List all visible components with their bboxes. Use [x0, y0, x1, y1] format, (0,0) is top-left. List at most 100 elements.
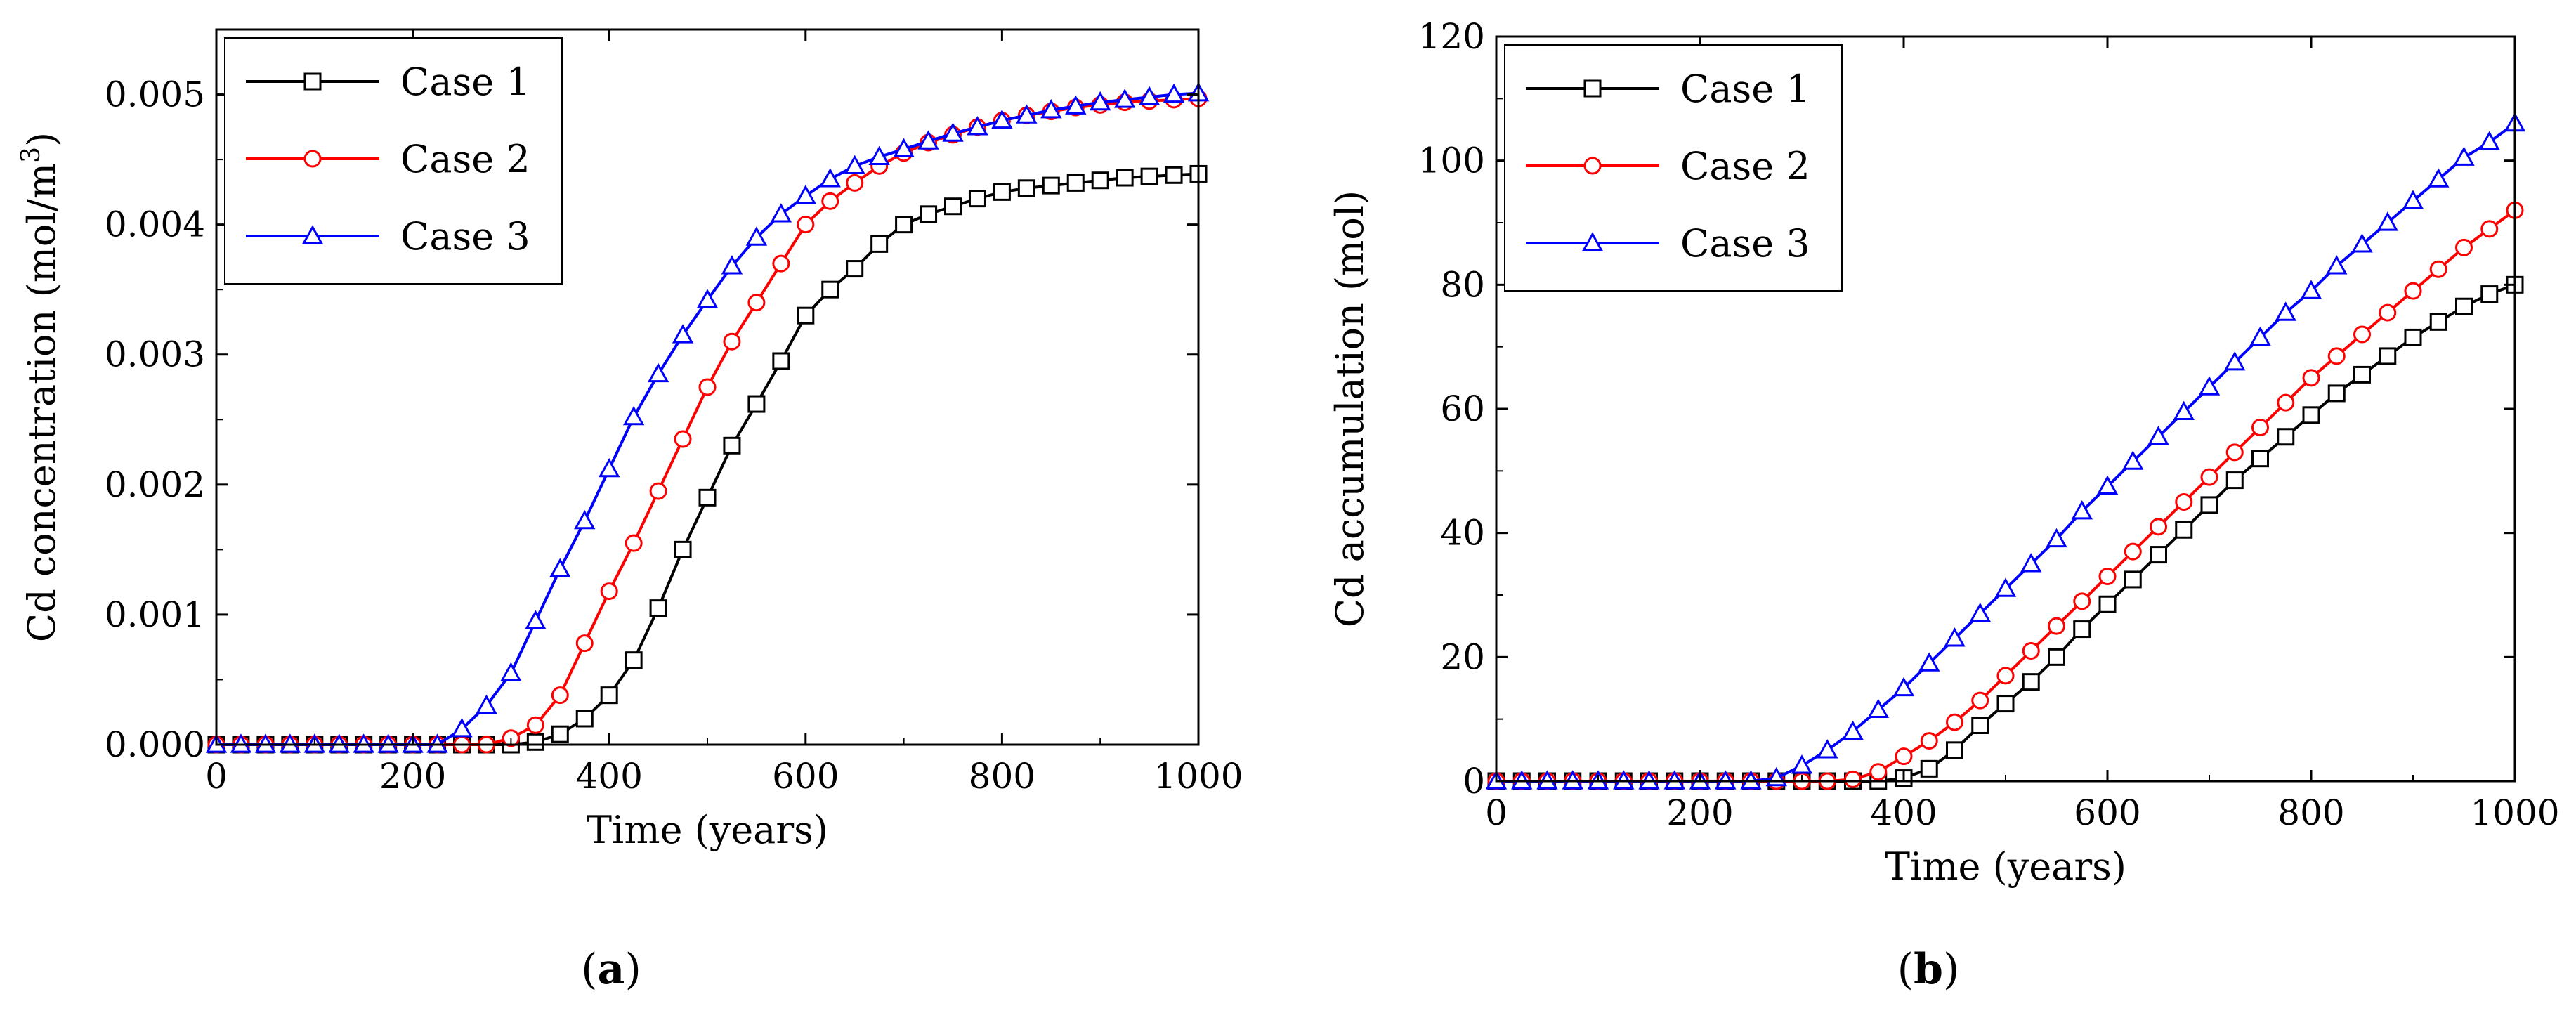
data-point: [525, 610, 547, 629]
data-point: [2429, 260, 2447, 278]
x-tick-label: 600: [772, 756, 839, 797]
data-point: [1869, 763, 1888, 781]
data-point: [1138, 86, 1160, 105]
legend-marker: [303, 72, 322, 91]
data-point: [1017, 179, 1035, 197]
data-point: [2073, 592, 2091, 610]
x-tick-label: 400: [575, 756, 642, 797]
legend-label: Case 1: [400, 60, 530, 104]
data-point: [893, 138, 915, 157]
data-point: [2379, 303, 2397, 322]
data-point: [2404, 282, 2422, 300]
data-point: [1946, 713, 1963, 731]
data-point: [2071, 500, 2093, 520]
legend-marker: [1583, 79, 1602, 98]
data-point: [968, 190, 986, 208]
data-point: [2302, 406, 2320, 424]
data-point: [2150, 518, 2167, 536]
y-tick-label: 0.005: [105, 74, 205, 115]
data-point: [1844, 770, 1862, 788]
data-point: [2300, 280, 2322, 299]
x-axis-title: Time (years): [1885, 844, 2126, 889]
data-point: [2150, 546, 2167, 564]
data-point: [2478, 131, 2500, 150]
data-point: [747, 395, 766, 413]
data-point: [991, 109, 1013, 129]
data-point: [797, 216, 815, 234]
data-point: [2326, 255, 2348, 275]
data-point: [649, 599, 667, 617]
data-point: [600, 582, 618, 601]
data-point: [551, 725, 569, 743]
data-point: [674, 540, 692, 558]
data-point: [2225, 471, 2244, 490]
data-point: [574, 509, 596, 530]
data-point: [575, 634, 594, 653]
y-tick-label: 120: [1418, 16, 1485, 57]
data-point: [895, 216, 913, 234]
data-point: [625, 534, 643, 552]
data-point: [2277, 428, 2295, 446]
legend-item: Case 2: [1526, 144, 1810, 188]
y-tick-label: 0: [1463, 761, 1485, 802]
legend-marker: [1583, 157, 1602, 175]
data-point: [917, 130, 939, 150]
x-tick-label: 1000: [1153, 756, 1243, 797]
data-point: [500, 662, 522, 681]
data-point: [844, 155, 865, 174]
y-tick-label: 60: [1440, 388, 1485, 429]
y-tick-label: 0.004: [105, 204, 205, 245]
legend-item: Case 3: [1526, 221, 1810, 266]
data-point: [2302, 369, 2320, 387]
data-point: [599, 457, 620, 478]
y-tick-label: 0.000: [105, 724, 205, 765]
data-point: [944, 197, 962, 216]
y-tick-label: 40: [1440, 513, 1485, 554]
data-point: [451, 718, 473, 738]
x-tick-label: 600: [2074, 792, 2140, 833]
data-point: [2198, 376, 2221, 396]
data-point: [2404, 328, 2422, 346]
data-point: [1842, 720, 1864, 740]
panel-b-letter: b: [1914, 945, 1943, 994]
data-point: [747, 294, 766, 312]
data-point: [526, 716, 544, 734]
data-point: [1040, 99, 1062, 119]
y-tick-label: 20: [1440, 636, 1485, 677]
data-point: [674, 430, 692, 448]
data-point: [2277, 393, 2295, 412]
data-point: [2251, 419, 2269, 436]
y-tick-label: 0.002: [105, 464, 205, 505]
data-point: [2098, 595, 2117, 613]
legend-item: Case 1: [1526, 67, 1810, 111]
data-point: [2048, 648, 2065, 666]
x-tick-label: 0: [205, 756, 228, 797]
data-point: [2455, 238, 2473, 256]
data-point: [551, 686, 569, 705]
data-point: [770, 203, 792, 223]
legend-marker: [1581, 232, 1604, 251]
data-point: [723, 436, 741, 455]
data-point: [967, 116, 988, 136]
data-point: [1091, 171, 1109, 190]
panel-b-chart: 0 200 400 600 800 1000 0 20 40 60 80 100 120 Time (ye…: [1328, 16, 2560, 889]
data-point: [797, 306, 815, 325]
data-point: [1065, 95, 1087, 115]
data-point: [2225, 443, 2244, 462]
data-point: [795, 185, 816, 204]
data-point: [2098, 568, 2117, 585]
x-tick-label: 200: [1666, 792, 1733, 833]
data-point: [2124, 542, 2142, 561]
data-point: [821, 192, 839, 210]
data-point: [2327, 347, 2346, 365]
y-tick-label: 0.003: [105, 334, 205, 375]
data-point: [1042, 176, 1060, 195]
data-point: [2455, 297, 2473, 315]
data-point: [2480, 285, 2499, 303]
x-tick-label: 1000: [2470, 792, 2559, 833]
data-point: [1116, 169, 1134, 187]
data-point: [1969, 602, 1991, 622]
data-point: [2480, 220, 2499, 238]
data-point: [1971, 717, 1989, 734]
data-point: [476, 694, 497, 714]
